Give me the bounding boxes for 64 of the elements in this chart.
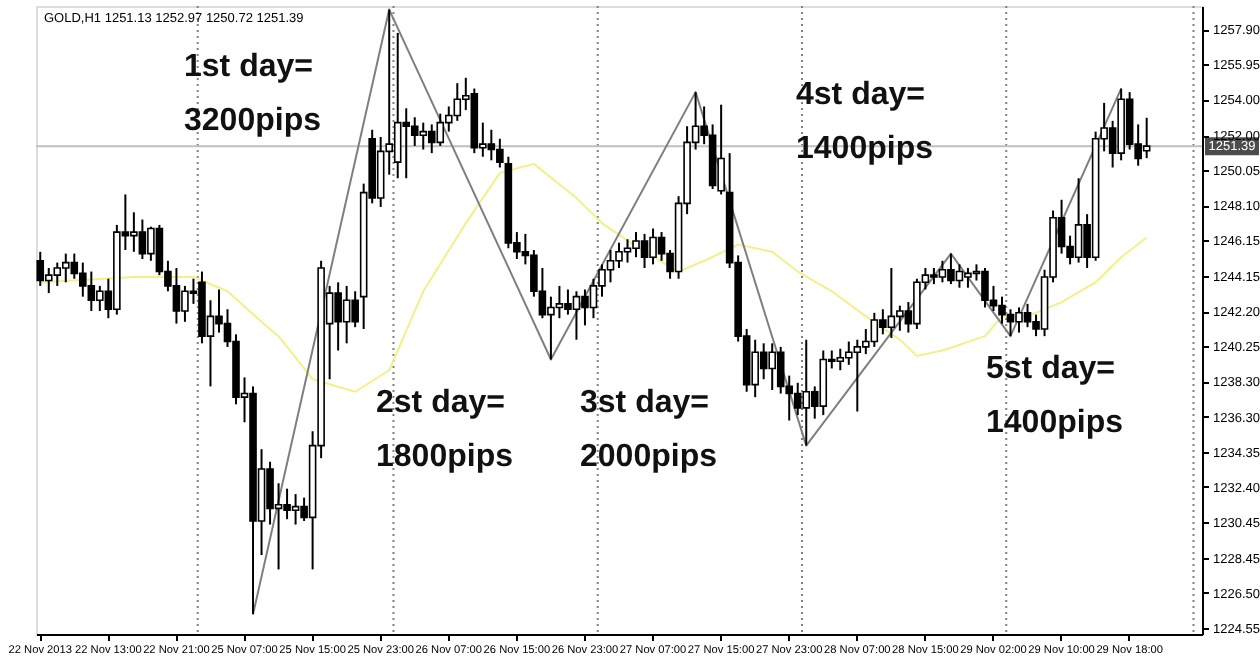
candlestick bbox=[751, 338, 759, 399]
candlestick bbox=[896, 304, 904, 332]
candlestick bbox=[717, 103, 725, 196]
candlestick bbox=[564, 288, 572, 316]
candlestick bbox=[793, 381, 802, 417]
candlestick bbox=[70, 252, 79, 280]
candlestick bbox=[1125, 91, 1134, 151]
candlestick bbox=[96, 284, 104, 313]
candlestick bbox=[1142, 116, 1151, 160]
candlestick bbox=[632, 231, 640, 259]
candlestick bbox=[1074, 177, 1083, 264]
candlestick bbox=[130, 211, 138, 253]
annotation: 4st day= 1400pips bbox=[796, 78, 934, 166]
candlestick bbox=[172, 266, 181, 325]
annotation: 3st day= 2000pips bbox=[580, 386, 718, 474]
candlestick bbox=[334, 281, 342, 352]
annotation: 2st day= 1800pips bbox=[376, 386, 514, 474]
candlestick bbox=[1023, 302, 1032, 329]
candlestick bbox=[759, 342, 768, 381]
candlestick bbox=[836, 347, 845, 372]
candlestick bbox=[266, 460, 274, 526]
candlestick bbox=[572, 290, 581, 341]
candlestick bbox=[410, 116, 419, 147]
candlestick bbox=[291, 493, 300, 526]
candlestick bbox=[887, 266, 896, 339]
candlestick bbox=[342, 284, 351, 345]
candlestick bbox=[981, 266, 989, 309]
candlestick bbox=[181, 284, 189, 323]
candlestick bbox=[589, 277, 598, 320]
candlestick bbox=[1006, 308, 1015, 338]
candlestick bbox=[947, 252, 955, 286]
candlestick bbox=[964, 266, 972, 289]
candlestick bbox=[393, 31, 402, 180]
candlestick bbox=[351, 290, 359, 329]
candlestick bbox=[581, 288, 589, 327]
candlestick bbox=[555, 284, 564, 320]
candlestick bbox=[938, 259, 947, 284]
annotation: 1st day= 3200pips bbox=[184, 50, 322, 138]
candlestick bbox=[436, 112, 445, 147]
candlestick bbox=[819, 349, 828, 417]
candlestick bbox=[36, 250, 45, 287]
candlestick bbox=[138, 218, 147, 260]
candlestick bbox=[402, 107, 411, 180]
candlestick bbox=[955, 263, 964, 289]
candlestick bbox=[53, 261, 62, 287]
candlestick bbox=[61, 252, 70, 284]
candlestick bbox=[606, 249, 615, 284]
candlestick bbox=[419, 121, 428, 151]
candlestick bbox=[1015, 306, 1023, 334]
candlestick bbox=[870, 311, 879, 348]
candlestick bbox=[615, 241, 623, 269]
candlestick bbox=[802, 338, 811, 447]
candlestick bbox=[87, 270, 96, 313]
candlestick bbox=[44, 266, 53, 295]
candlestick bbox=[649, 227, 657, 266]
candlestick bbox=[879, 308, 887, 336]
candlestick bbox=[998, 295, 1006, 325]
candlestick bbox=[623, 238, 632, 264]
annotation: 5st day= 1400pips bbox=[986, 352, 1124, 440]
candlestick bbox=[376, 135, 385, 208]
candlestick bbox=[640, 232, 649, 269]
candlestick bbox=[487, 128, 496, 162]
candlestick bbox=[853, 338, 862, 413]
candlestick bbox=[427, 123, 436, 155]
